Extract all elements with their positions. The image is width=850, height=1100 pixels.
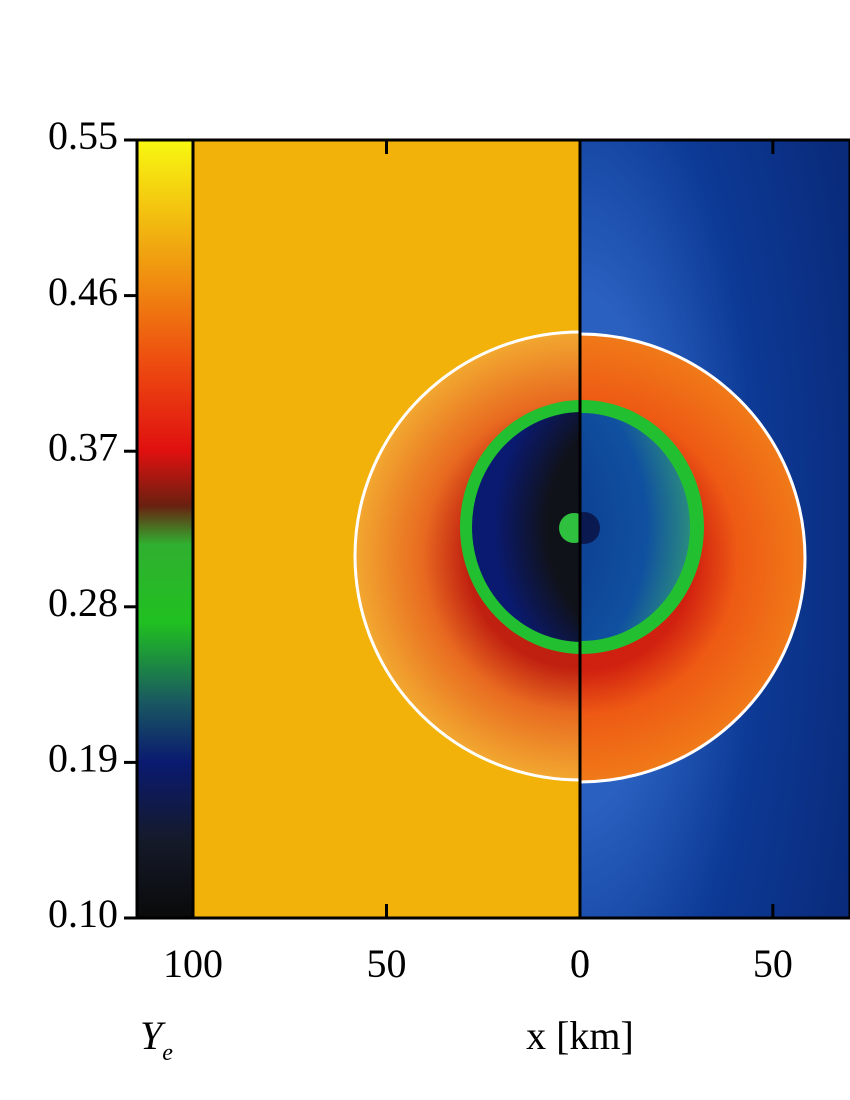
- colorbar-tick-label: 0.19: [48, 736, 118, 781]
- colorbar-tick-label: 0.55: [48, 113, 118, 158]
- colorbar: [137, 140, 193, 918]
- right-panel: [580, 140, 850, 918]
- colorbar-label: Ye: [140, 1013, 173, 1065]
- left-panel: [193, 140, 580, 918]
- colorbar-tick-label: 0.37: [48, 424, 118, 469]
- x-tick-label: 0: [570, 941, 590, 986]
- colorbar-tick-label: 0.10: [48, 891, 118, 936]
- frame: [135, 138, 850, 920]
- x-axis-label: x [km]: [526, 1013, 634, 1058]
- colorbar-tick-label: 0.46: [48, 269, 118, 314]
- x-tick-label: 50: [367, 941, 407, 986]
- x-tick-label: 0: [570, 941, 590, 986]
- x-tick-label: 100: [163, 941, 223, 986]
- colorbar-tick-label: 0.28: [48, 580, 118, 625]
- x-tick-label: 50: [753, 941, 793, 986]
